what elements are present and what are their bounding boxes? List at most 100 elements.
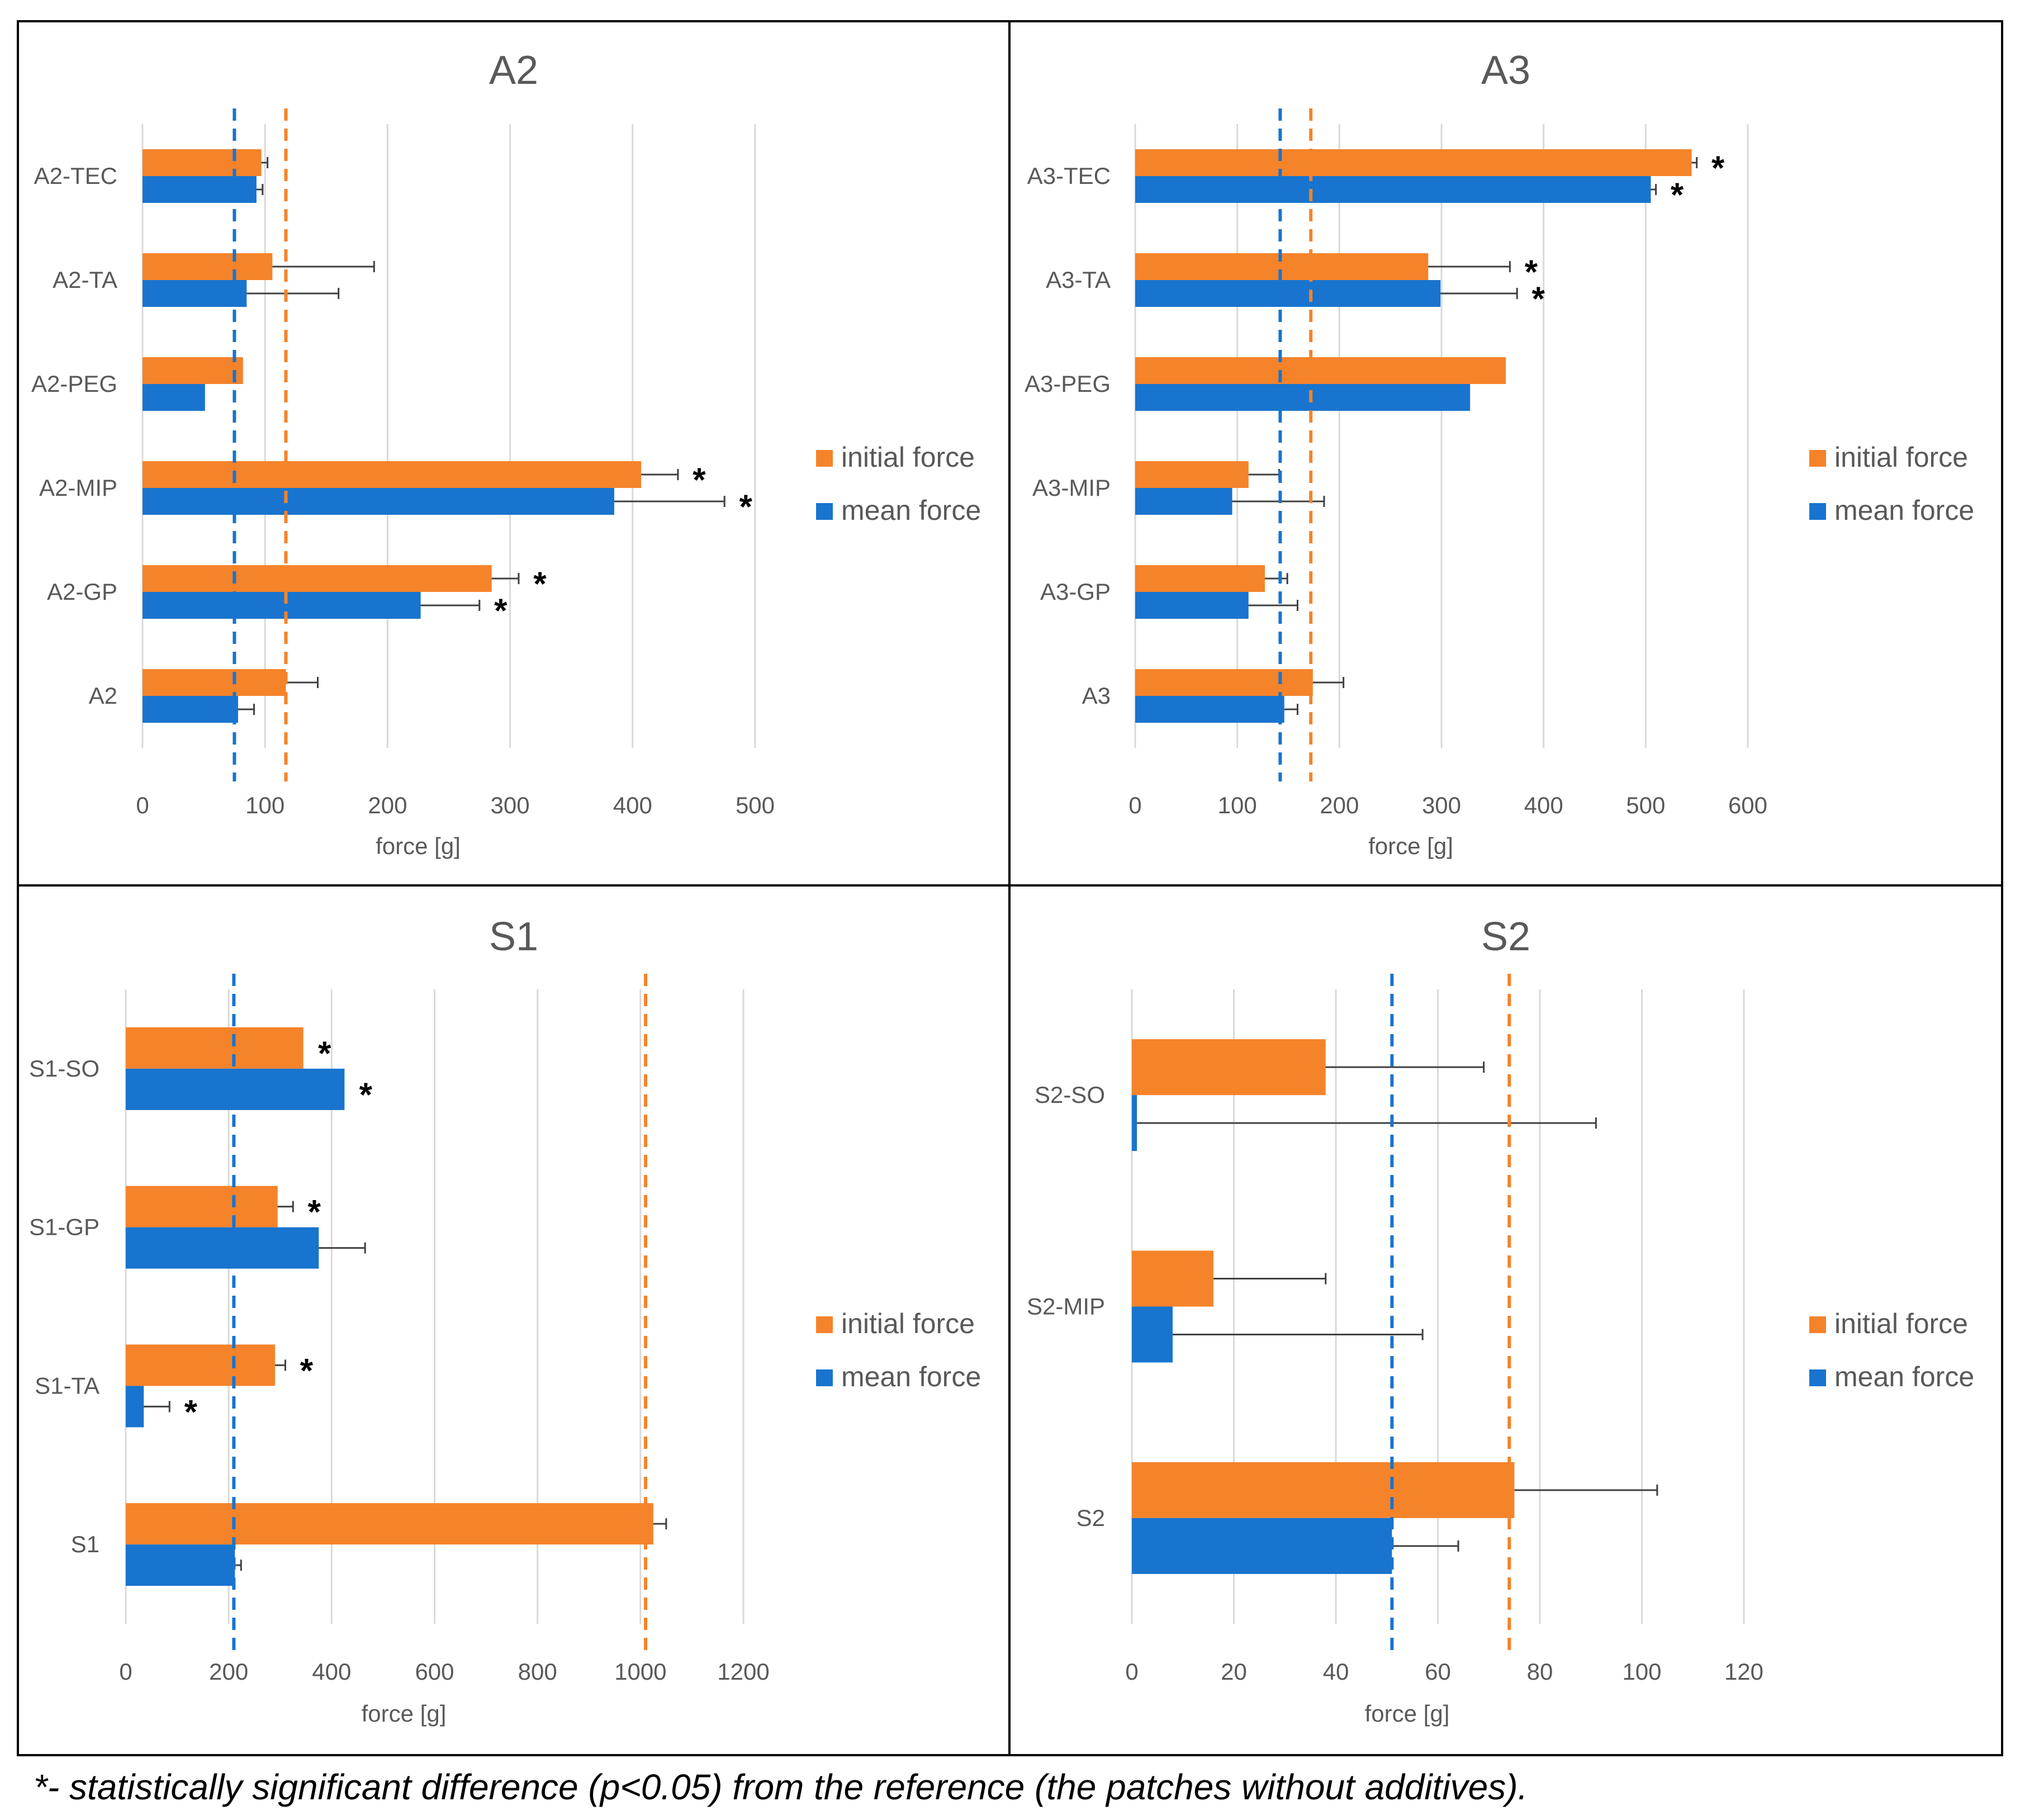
chart-panel-a2: A2 0 100 200 300 400 500 force [g] A2-TEC A2-TA A2… (31, 48, 981, 859)
significance-marker: * (1531, 280, 1545, 317)
bar-mean-force (126, 1544, 235, 1586)
x-tick-label: 300 (1422, 792, 1461, 818)
x-tick-label: 100 (245, 792, 284, 818)
x-tick-label: 40 (1323, 1658, 1349, 1685)
x-tick-label: 600 (415, 1658, 454, 1685)
significance-marker: * (1711, 149, 1725, 187)
legend-label-initial: initial force (1834, 1308, 1968, 1339)
x-tick-label: 120 (1724, 1658, 1763, 1685)
category-label: A2-TEC (34, 163, 117, 189)
bar-mean-force (143, 488, 614, 515)
category-label: S2-MIP (1027, 1293, 1105, 1320)
x-tick-label: 1200 (717, 1658, 769, 1685)
bar-initial-force (143, 149, 262, 176)
category-label: A3-TA (1046, 267, 1111, 293)
legend-label-mean: mean force (841, 495, 981, 526)
x-tick-label: 400 (1524, 792, 1563, 818)
legend-label-initial: initial force (841, 1308, 975, 1339)
significance-marker: * (494, 592, 508, 629)
significance-marker: * (308, 1193, 321, 1231)
legend-swatch-initial (1809, 450, 1826, 467)
x-tick-label: 0 (1125, 1658, 1138, 1685)
chart-title: S2 (1481, 914, 1530, 959)
bar-initial-force (1135, 357, 1506, 384)
legend-label-initial: initial force (1834, 442, 1968, 473)
category-label: A2-GP (47, 579, 117, 605)
category-label: A3-GP (1040, 579, 1111, 605)
x-tick-label: 20 (1221, 1658, 1247, 1685)
chart-panel-s2: S2 0 20 40 60 80 100 120 force [g] S2-SO S2-MIP S2 i… (1027, 914, 1974, 1727)
significance-marker: * (184, 1393, 198, 1430)
significance-marker: * (1525, 253, 1538, 291)
bar-mean-force (1132, 1518, 1392, 1574)
bar-mean-force (143, 280, 247, 307)
bar-mean-force (1132, 1306, 1173, 1363)
bar-initial-force (1135, 149, 1692, 176)
category-label: A3 (1082, 682, 1111, 709)
significance-marker: * (359, 1076, 373, 1113)
bar-mean-force (1135, 488, 1232, 515)
bar-mean-force (1135, 696, 1284, 723)
legend-label-mean: mean force (1834, 1361, 1974, 1392)
bar-initial-force (1132, 1250, 1213, 1307)
x-tick-label: 200 (1320, 792, 1359, 818)
chart-title: S1 (489, 914, 538, 959)
x-axis-label: force [g] (1368, 833, 1453, 859)
category-label: A2-TA (53, 267, 117, 293)
category-label: A2 (89, 682, 117, 709)
legend-label-initial: initial force (841, 442, 975, 473)
x-tick-label: 0 (136, 792, 149, 818)
legend-swatch-mean (1809, 503, 1826, 520)
category-label: S1 (71, 1531, 99, 1557)
bar-initial-force (143, 357, 243, 384)
significance-marker: * (300, 1352, 314, 1389)
x-tick-label: 100 (1218, 792, 1257, 818)
category-label: A3-PEG (1025, 371, 1111, 397)
legend-label-mean: mean force (1834, 495, 1974, 526)
bar-mean-force (143, 384, 205, 411)
legend-swatch-initial (1809, 1316, 1826, 1333)
x-tick-label: 0 (1128, 792, 1141, 818)
significance-marker: * (739, 488, 753, 525)
legend-swatch-mean (816, 503, 833, 520)
x-tick-label: 500 (736, 792, 775, 818)
x-axis-label: force [g] (1365, 1700, 1450, 1727)
x-tick-label: 400 (312, 1658, 351, 1685)
bar-mean-force (126, 1386, 144, 1428)
x-tick-label: 0 (119, 1658, 132, 1685)
bar-initial-force (1132, 1462, 1515, 1518)
bar-initial-force (1135, 669, 1313, 696)
bar-mean-force (1135, 384, 1471, 411)
x-tick-label: 1000 (614, 1658, 666, 1685)
category-label: S1-TA (35, 1372, 99, 1399)
legend-label-mean: mean force (841, 1361, 981, 1392)
bar-mean-force (143, 592, 421, 619)
category-label: A2-PEG (31, 371, 117, 397)
bar-initial-force (143, 565, 492, 592)
bar-mean-force (126, 1227, 319, 1269)
chart-panel-s1: S1 0 200 400 600 800 1000 1200 force [g] S1-SO * * S… (29, 914, 981, 1727)
legend-swatch-initial (816, 450, 833, 467)
bar-initial-force (1132, 1039, 1326, 1096)
footnote: *- statistically significant difference … (34, 1767, 1528, 1807)
chart-title: A2 (489, 48, 538, 93)
x-tick-label: 100 (1622, 1658, 1661, 1685)
bar-mean-force (143, 176, 257, 203)
bar-initial-force (126, 1503, 653, 1545)
x-tick-label: 200 (368, 792, 407, 818)
bar-mean-force (1135, 592, 1249, 619)
bar-initial-force (143, 669, 286, 696)
x-tick-label: 600 (1728, 792, 1767, 818)
bar-initial-force (143, 253, 273, 280)
category-label: S1-GP (29, 1214, 99, 1240)
x-tick-label: 60 (1425, 1658, 1451, 1685)
x-tick-label: 800 (518, 1658, 557, 1685)
bar-mean-force (1135, 176, 1651, 203)
legend-swatch-mean (1809, 1369, 1826, 1386)
significance-marker: * (533, 565, 547, 603)
category-label: A3-MIP (1032, 475, 1111, 501)
x-axis-label: force [g] (376, 833, 461, 859)
x-tick-label: 200 (209, 1658, 248, 1685)
